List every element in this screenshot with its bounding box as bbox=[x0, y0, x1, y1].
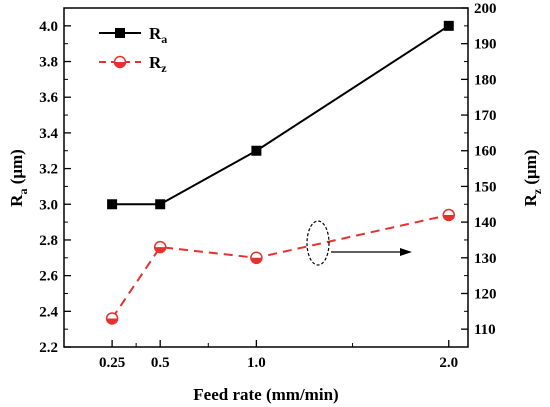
series-line-ra bbox=[112, 25, 450, 206]
annotation bbox=[306, 220, 412, 266]
left-tick-label: 2.8 bbox=[39, 233, 58, 249]
x-tick-label: 0.5 bbox=[151, 355, 170, 371]
left-tick-label: 3.4 bbox=[39, 126, 58, 142]
series-line-rz bbox=[111, 213, 449, 320]
legend: Ra Rz bbox=[99, 24, 167, 75]
right-tick-label: 120 bbox=[474, 286, 497, 302]
legend-rz-label: Rz bbox=[149, 53, 167, 75]
x-tick-label: 2.0 bbox=[439, 355, 458, 371]
legend-ra-marker bbox=[115, 28, 125, 38]
x-axis-title: Feed rate (mm/min) bbox=[193, 385, 338, 404]
point-ra bbox=[107, 199, 118, 210]
point-rz bbox=[250, 251, 263, 265]
x-tick-label: 1.0 bbox=[247, 355, 266, 371]
point-ra bbox=[251, 145, 262, 156]
legend-rz-marker bbox=[113, 55, 127, 69]
right-tick-label: 110 bbox=[474, 322, 496, 338]
plot-frame bbox=[63, 7, 469, 348]
right-tick-label: 190 bbox=[474, 37, 497, 53]
annotation-arrowhead bbox=[400, 248, 412, 256]
right-axis-ticks: 110 120 130 140 150 160 170 180 190 200 bbox=[461, 1, 497, 338]
x-tick-label: 0.25 bbox=[99, 355, 125, 371]
right-tick-label: 160 bbox=[474, 144, 497, 160]
right-tick-label: 150 bbox=[474, 179, 497, 195]
x-axis-ticks: 0.25 0.5 1.0 2.0 bbox=[99, 340, 458, 371]
left-tick-label: 3.0 bbox=[39, 197, 58, 213]
point-ra bbox=[155, 199, 166, 210]
right-tick-label: 200 bbox=[474, 1, 497, 17]
right-tick-label: 180 bbox=[474, 72, 497, 88]
left-tick-label: 3.2 bbox=[39, 162, 58, 178]
left-tick-label: 3.8 bbox=[39, 55, 58, 71]
left-axis-title: Ra (μm) bbox=[7, 149, 30, 207]
point-rz bbox=[105, 312, 119, 325]
left-axis-ticks: 2.2 2.4 2.6 2.8 3.0 3.2 3.4 3.6 3.8 4.0 bbox=[39, 19, 71, 356]
right-axis-title: Rz (μm) bbox=[521, 150, 544, 207]
left-tick-label: 2.6 bbox=[39, 269, 58, 285]
left-tick-label: 4.0 bbox=[39, 19, 58, 35]
series-layer bbox=[105, 20, 456, 325]
legend-ra-label: Ra bbox=[149, 24, 167, 46]
point-rz bbox=[442, 208, 456, 222]
left-tick-label: 3.6 bbox=[39, 90, 58, 106]
point-ra bbox=[443, 20, 454, 31]
point-rz bbox=[153, 240, 167, 254]
right-tick-label: 130 bbox=[474, 251, 497, 267]
left-tick-label: 2.2 bbox=[39, 340, 58, 356]
right-tick-label: 140 bbox=[474, 215, 497, 231]
right-tick-label: 170 bbox=[474, 108, 497, 124]
left-tick-label: 2.4 bbox=[39, 304, 58, 320]
annotation-ellipse bbox=[306, 220, 330, 266]
